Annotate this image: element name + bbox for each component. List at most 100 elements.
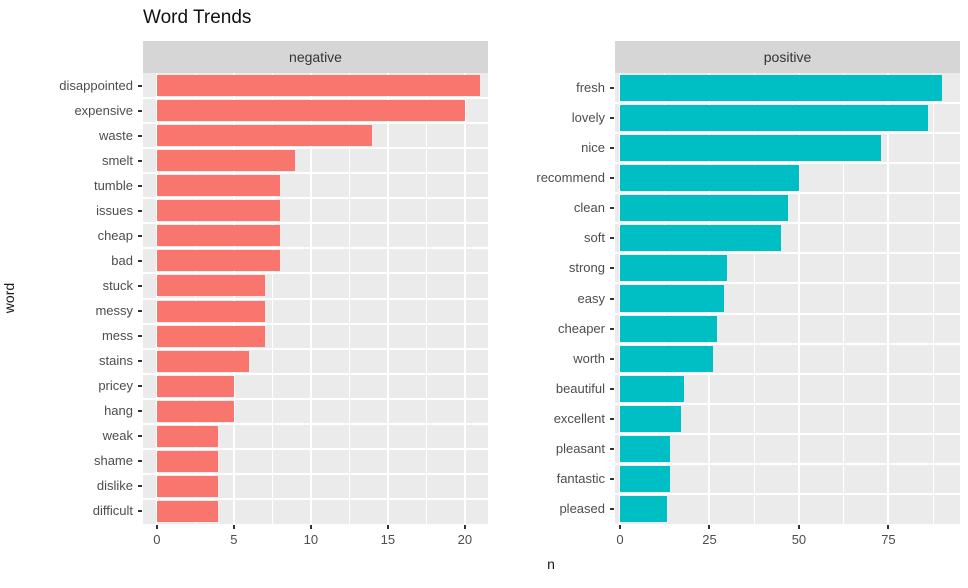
row-gridline [143, 497, 488, 500]
x-tick-mark [619, 525, 621, 529]
y-tick-mark [610, 357, 614, 360]
y-tick-label: disappointed [59, 77, 133, 93]
row-gridline [615, 222, 960, 225]
y-tick-mark [138, 84, 142, 87]
y-tick-mark [138, 360, 142, 363]
y-tick-mark [610, 177, 614, 180]
row-gridline [143, 347, 488, 350]
y-tick-label: cheaper [558, 320, 605, 336]
bar-positive-strong [620, 255, 728, 282]
major-gridline [887, 73, 890, 524]
x-tick-mark [386, 525, 389, 529]
bar-negative-bad [156, 250, 281, 272]
row-gridline [615, 402, 960, 405]
y-tick-mark [610, 507, 614, 510]
y-tick-label: stains [99, 353, 133, 369]
y-tick-label: easy [577, 290, 605, 306]
y-tick-mark [138, 209, 142, 212]
minor-gridline [843, 73, 845, 524]
x-tick-label: 0 [616, 532, 624, 547]
y-tick-mark [138, 259, 142, 262]
bar-positive-pleasant [620, 435, 671, 462]
x-tick-label: 25 [702, 532, 717, 547]
minor-gridline [753, 73, 755, 524]
row-gridline [143, 247, 488, 250]
row-gridline [143, 472, 488, 475]
x-tick-label: 50 [791, 532, 807, 547]
chart-title: Word Trends [143, 7, 252, 28]
y-tick-mark [610, 207, 614, 210]
y-tick-label: nice [581, 140, 605, 156]
y-tick-label: clean [573, 200, 605, 216]
bar-negative-issues [156, 200, 281, 222]
bar-negative-stains [156, 350, 250, 372]
bar-positive-fantastic [620, 465, 671, 492]
bar-negative-weak [156, 425, 219, 447]
y-tick-label: strong [568, 260, 605, 276]
bar-negative-expensive [156, 100, 465, 122]
x-tick-label: 10 [303, 532, 319, 547]
bar-negative-cheap [156, 225, 281, 247]
x-tick-label: 75 [881, 532, 896, 547]
y-tick-label: pleasant [555, 440, 605, 456]
bar-positive-beautiful [620, 375, 685, 402]
bar-positive-fresh [620, 75, 943, 102]
row-gridline [615, 192, 960, 195]
y-tick-mark [138, 410, 142, 413]
y-tick-mark [610, 327, 614, 330]
row-gridline [143, 122, 488, 125]
y-tick-mark [138, 284, 142, 287]
y-tick-label: bad [111, 252, 133, 268]
row-gridline [615, 132, 960, 135]
y-tick-label: worth [573, 350, 605, 366]
y-tick-mark [138, 109, 142, 112]
y-tick-mark [138, 184, 142, 187]
x-tick-mark [797, 525, 800, 529]
bar-negative-shame [156, 450, 219, 472]
y-tick-label: hang [104, 403, 133, 419]
bar-positive-excellent [620, 405, 681, 432]
bar-negative-tumble [156, 175, 281, 197]
x-tick-mark [463, 525, 466, 529]
y-tick-label: expensive [74, 102, 133, 118]
major-gridline [797, 73, 800, 524]
bar-negative-waste [156, 125, 373, 147]
row-gridline [615, 162, 960, 165]
y-tick-mark [610, 147, 614, 150]
y-tick-mark [138, 310, 142, 313]
y-tick-label: fresh [576, 80, 605, 96]
bar-negative-hang [156, 400, 234, 422]
y-tick-label: issues [96, 202, 133, 218]
x-tick-mark [232, 525, 235, 529]
x-axis-title: n [547, 556, 555, 572]
x-tick-label: 0 [153, 532, 161, 547]
row-gridline [143, 147, 488, 150]
y-tick-mark [610, 447, 614, 450]
bar-positive-worth [620, 345, 714, 372]
y-tick-mark [138, 510, 142, 513]
y-tick-mark [138, 335, 142, 338]
x-tick-mark [155, 525, 158, 529]
bar-positive-recommend [620, 165, 799, 192]
facet-panel-positive [615, 73, 960, 524]
bar-negative-mess [156, 325, 265, 347]
bar-positive-lovely [620, 105, 928, 132]
y-tick-label: messy [95, 303, 133, 319]
bar-positive-soft [620, 225, 782, 252]
y-tick-mark [610, 117, 614, 120]
y-tick-mark [138, 159, 142, 162]
row-gridline [143, 172, 488, 175]
row-gridline [143, 447, 488, 450]
bar-negative-smelt [156, 150, 296, 172]
y-tick-label: beautiful [555, 380, 605, 396]
bar-positive-cheaper [620, 315, 717, 342]
y-tick-label: shame [93, 453, 133, 469]
row-gridline [615, 432, 960, 435]
facet-strip-label: negative [289, 49, 342, 65]
x-tick-mark [309, 525, 312, 529]
row-gridline [143, 372, 488, 375]
y-tick-mark [138, 385, 142, 388]
row-gridline [615, 102, 960, 105]
y-tick-mark [138, 485, 142, 488]
